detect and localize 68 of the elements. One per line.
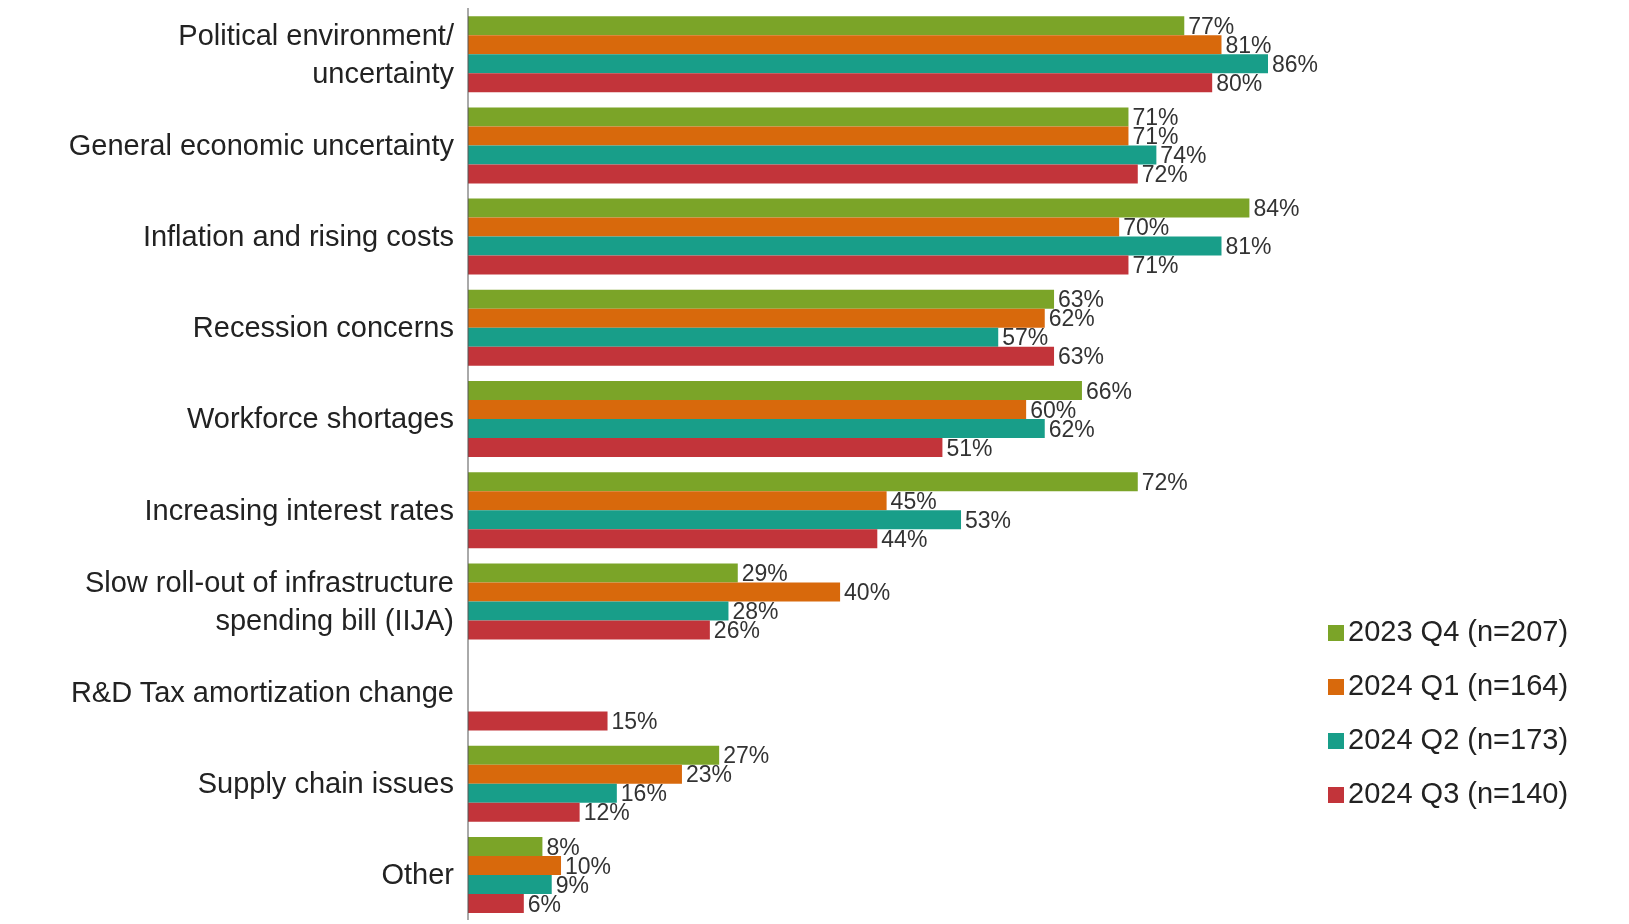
bar [468, 145, 1157, 165]
data-label: 70% [1123, 214, 1170, 241]
data-label: 40% [844, 578, 891, 605]
y-tick-label: Inflation and rising costs [142, 220, 454, 252]
bar [468, 419, 1045, 439]
bar [468, 711, 608, 731]
bar [468, 217, 1120, 237]
y-tick-label: Supply chain issues [197, 767, 454, 800]
legend-label: 2024 Q1 (n=164) [1348, 669, 1569, 701]
bar [468, 745, 720, 765]
bar [468, 601, 729, 621]
legend-label: 2024 Q2 (n=173) [1348, 723, 1569, 755]
y-tick-label: Other [381, 858, 455, 891]
data-label: 57% [1002, 324, 1049, 351]
y-tick-label: Increasing interest rates [144, 493, 454, 526]
bar [468, 875, 552, 895]
bar [468, 327, 999, 347]
data-label: 80% [1216, 69, 1263, 96]
y-tick-label: General economic uncertainty [68, 128, 455, 161]
bar [468, 400, 1027, 420]
data-label: 71% [1132, 252, 1179, 279]
bar [468, 236, 1222, 256]
bar [468, 438, 943, 458]
bar [468, 856, 562, 876]
bar [468, 529, 878, 549]
data-label: 53% [965, 506, 1012, 533]
bar [468, 16, 1185, 36]
bar [468, 510, 962, 530]
y-tick-label: R&D Tax amortization change [70, 676, 454, 708]
bar [468, 837, 543, 857]
bar [468, 107, 1129, 127]
bar [468, 582, 841, 602]
y-tick-label: Workforce shortages [186, 402, 454, 435]
bar [468, 126, 1129, 146]
bar [468, 54, 1268, 74]
bar [468, 563, 738, 583]
data-label: 66% [1085, 377, 1132, 404]
bar [468, 164, 1138, 184]
bar [468, 73, 1213, 93]
bar [468, 346, 1055, 366]
bar [468, 255, 1129, 275]
bar [468, 381, 1082, 401]
data-label: 44% [881, 525, 928, 552]
data-label: 63% [1058, 343, 1105, 370]
bar [468, 620, 710, 640]
bar [468, 764, 682, 784]
bar [468, 35, 1222, 55]
bar [468, 198, 1250, 218]
data-label: 29% [741, 559, 788, 586]
bar [468, 308, 1045, 328]
y-tick-label: Slow roll-out of infrastructure spending bill (IIJA) [84, 565, 454, 636]
y-tick-label: Political environment/ uncertainty [178, 18, 455, 89]
data-label: 45% [890, 487, 937, 514]
data-label: 51% [946, 434, 993, 461]
data-label: 15% [611, 708, 658, 735]
legend-label: 2023 Q4 (n=207) [1348, 615, 1569, 647]
bar [468, 783, 617, 803]
bar [468, 472, 1138, 492]
bar [468, 289, 1055, 309]
legend-label: 2024 Q3 (n=140) [1348, 777, 1569, 809]
bar [468, 894, 524, 914]
data-label: 72% [1141, 468, 1188, 495]
data-label: 81% [1225, 233, 1272, 260]
data-label: 84% [1253, 195, 1300, 222]
bar [468, 802, 580, 822]
y-tick-label: Recession concerns [192, 311, 454, 344]
bar [468, 491, 887, 511]
data-label: 86% [1272, 50, 1319, 77]
